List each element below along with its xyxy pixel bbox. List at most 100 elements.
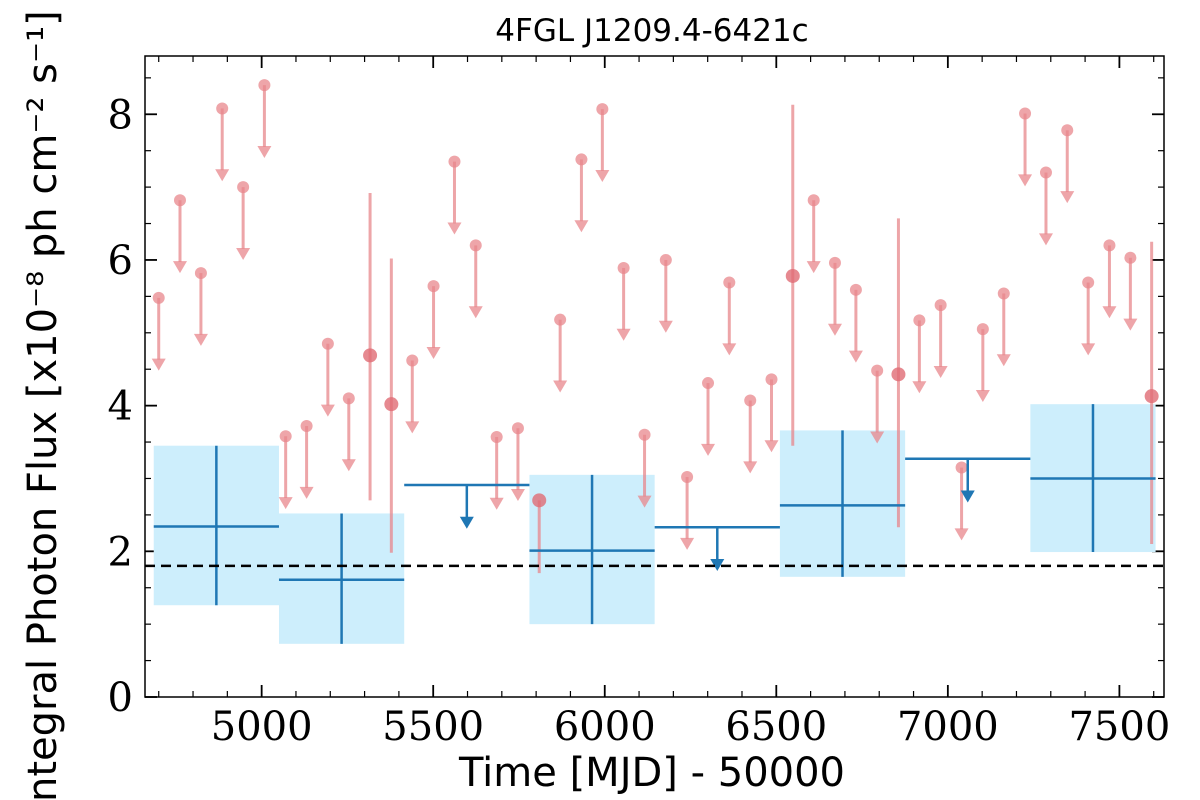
fine-upper-limit-point — [1103, 239, 1116, 252]
fine-upper-limit-point — [596, 103, 609, 116]
fine-upper-limit-point — [575, 153, 588, 166]
fine-upper-limit-point — [554, 313, 567, 326]
x-tick-label: 6500 — [725, 704, 827, 750]
fine-upper-limit-point — [723, 276, 736, 289]
fine-upper-limit-point — [1061, 124, 1074, 137]
y-axis-label: Integral Photon Flux [x10⁻⁸ ph cm⁻² s⁻¹] — [20, 10, 66, 800]
fine-detection-point — [891, 367, 906, 382]
fine-upper-limit-point — [427, 280, 440, 293]
x-tick-label: 5500 — [382, 704, 484, 750]
fine-upper-limit-point — [807, 194, 820, 207]
fine-upper-limit-point — [913, 314, 926, 327]
fine-upper-limit-arrow — [1123, 318, 1138, 331]
fine-upper-limit-point — [659, 253, 672, 266]
fine-upper-limit-arrow — [743, 461, 758, 474]
fine-upper-limit-point — [448, 155, 461, 168]
x-tick-label: 7000 — [897, 704, 999, 750]
fine-series — [151, 79, 1159, 574]
fine-upper-limit-arrow — [553, 380, 568, 393]
fine-upper-limit-point — [744, 394, 757, 407]
fine-upper-limit-arrow — [236, 247, 251, 260]
fine-upper-limit-point — [1124, 251, 1137, 264]
fine-upper-limit-arrow — [975, 389, 990, 402]
fine-upper-limit-arrow — [215, 169, 230, 182]
fine-upper-limit-point — [997, 287, 1010, 300]
coarse-error-bands — [153, 404, 1156, 644]
fine-upper-limit-point — [321, 337, 334, 350]
fine-upper-limit-arrow — [658, 320, 673, 333]
fine-upper-limit-arrow — [1038, 233, 1053, 246]
fine-upper-limit-arrow — [954, 528, 969, 541]
fine-upper-limit-arrow — [870, 431, 885, 444]
fine-upper-limit-point — [765, 373, 778, 386]
fine-upper-limit-arrow — [680, 537, 695, 550]
fine-upper-limit-arrow — [510, 489, 525, 502]
fine-upper-limit-point — [342, 392, 355, 405]
fine-upper-limit-arrow — [341, 459, 356, 472]
fine-upper-limit-point — [173, 194, 186, 207]
fine-upper-limit-arrow — [806, 261, 821, 274]
fine-upper-limit-point — [1082, 276, 1095, 289]
coarse-series — [153, 404, 1156, 644]
fine-upper-limit-point — [976, 323, 989, 336]
fine-upper-limit-arrow — [1081, 343, 1096, 356]
fine-detection-point — [363, 348, 378, 363]
fine-upper-limit-arrow — [637, 495, 652, 508]
fine-upper-limit-point — [702, 377, 715, 390]
fine-detection-point — [532, 493, 547, 508]
fine-upper-limit-arrow — [405, 421, 420, 434]
fine-detection-point — [785, 268, 800, 283]
fine-upper-limit-arrow — [320, 404, 335, 417]
y-tick-label: 4 — [108, 384, 133, 430]
fine-upper-limit-point — [828, 256, 841, 269]
fine-upper-limit-point — [194, 267, 207, 280]
fine-upper-limit-point — [1039, 166, 1052, 179]
fine-upper-limit-point — [216, 102, 229, 115]
fine-upper-limit-arrow — [278, 497, 293, 510]
fine-upper-limit-arrow — [574, 220, 589, 233]
fine-upper-limit-point — [849, 283, 862, 296]
fine-upper-limit-arrow — [299, 486, 314, 499]
fine-upper-limit-arrow — [447, 222, 462, 235]
fine-upper-limit-arrow — [193, 333, 208, 346]
fine-upper-limit-arrow — [595, 170, 610, 183]
y-tick-label: 2 — [108, 529, 133, 575]
fine-upper-limit-point — [300, 420, 313, 433]
fine-upper-limit-arrow — [912, 381, 927, 394]
fine-upper-limit-point — [279, 430, 292, 443]
y-tick-label: 6 — [108, 238, 133, 284]
plot-area: 5000 5500 6000 6500 7000 7500 0 2 4 6 8 — [108, 55, 1171, 750]
fine-upper-limit-arrow — [616, 328, 631, 341]
coarse-upper-limit-arrow — [960, 490, 975, 503]
x-tick-label: 7500 — [1068, 704, 1170, 750]
coarse-upper-limit-arrow — [459, 516, 474, 529]
fine-upper-limit-arrow — [151, 358, 166, 371]
fine-upper-limit-arrow — [257, 145, 272, 158]
x-axis-label: Time [MJD] - 50000 — [458, 750, 845, 796]
fine-upper-limit-point — [237, 181, 250, 194]
fine-detection-point — [1144, 389, 1159, 404]
tick-labels: 5000 5500 6000 6500 7000 7500 0 2 4 6 8 — [108, 92, 1171, 750]
chart-title: 4FGL J1209.4-6421c — [495, 13, 808, 49]
fine-upper-limit-arrow — [933, 365, 948, 378]
axes-frame — [144, 55, 1165, 698]
fine-upper-limit-arrow — [1060, 191, 1075, 204]
coarse-upper-limit-arrow — [710, 558, 725, 571]
fine-upper-limit-arrow — [1018, 174, 1033, 187]
fine-upper-limit-point — [152, 291, 165, 304]
fine-upper-limit-point — [617, 261, 630, 274]
y-tick-label: 0 — [108, 675, 133, 721]
fine-upper-limit-arrow — [848, 350, 863, 363]
fine-upper-limit-arrow — [701, 443, 716, 456]
fine-upper-limit-arrow — [764, 440, 779, 453]
fine-upper-limit-point — [406, 354, 419, 367]
x-tick-label: 5000 — [211, 704, 313, 750]
fine-upper-limit-arrow — [1102, 306, 1117, 319]
fine-detection-point — [384, 397, 399, 412]
fine-upper-limit-arrow — [827, 323, 842, 336]
fine-upper-limit-point — [955, 461, 968, 474]
fine-upper-limit-point — [638, 428, 651, 441]
fine-upper-limit-point — [490, 430, 503, 443]
y-tick-label: 8 — [108, 92, 133, 138]
